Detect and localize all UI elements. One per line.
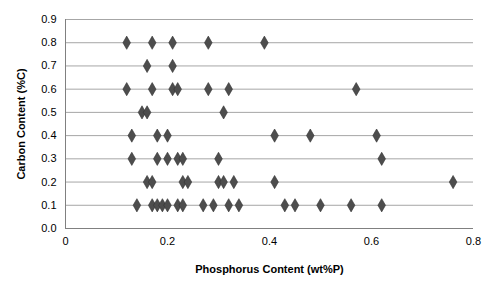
svg-text:0.9: 0.9 xyxy=(41,13,56,25)
svg-text:0.2: 0.2 xyxy=(160,235,175,247)
svg-text:0.2: 0.2 xyxy=(41,176,56,188)
svg-text:0.1: 0.1 xyxy=(41,199,56,211)
svg-text:0.4: 0.4 xyxy=(262,235,277,247)
svg-text:0.0: 0.0 xyxy=(41,222,56,234)
svg-text:0.6: 0.6 xyxy=(364,235,379,247)
svg-text:0.8: 0.8 xyxy=(41,36,56,48)
svg-text:0: 0 xyxy=(62,235,68,247)
svg-text:0.6: 0.6 xyxy=(41,83,56,95)
svg-text:0.5: 0.5 xyxy=(41,106,56,118)
svg-text:0.7: 0.7 xyxy=(41,59,56,71)
svg-text:0.4: 0.4 xyxy=(41,129,56,141)
svg-text:Carbon Content (%C): Carbon Content (%C) xyxy=(15,68,27,180)
svg-text:0.3: 0.3 xyxy=(41,152,56,164)
svg-text:0.8: 0.8 xyxy=(466,235,481,247)
svg-text:Phosphorus Content (wt%P): Phosphorus Content (wt%P) xyxy=(195,263,344,275)
